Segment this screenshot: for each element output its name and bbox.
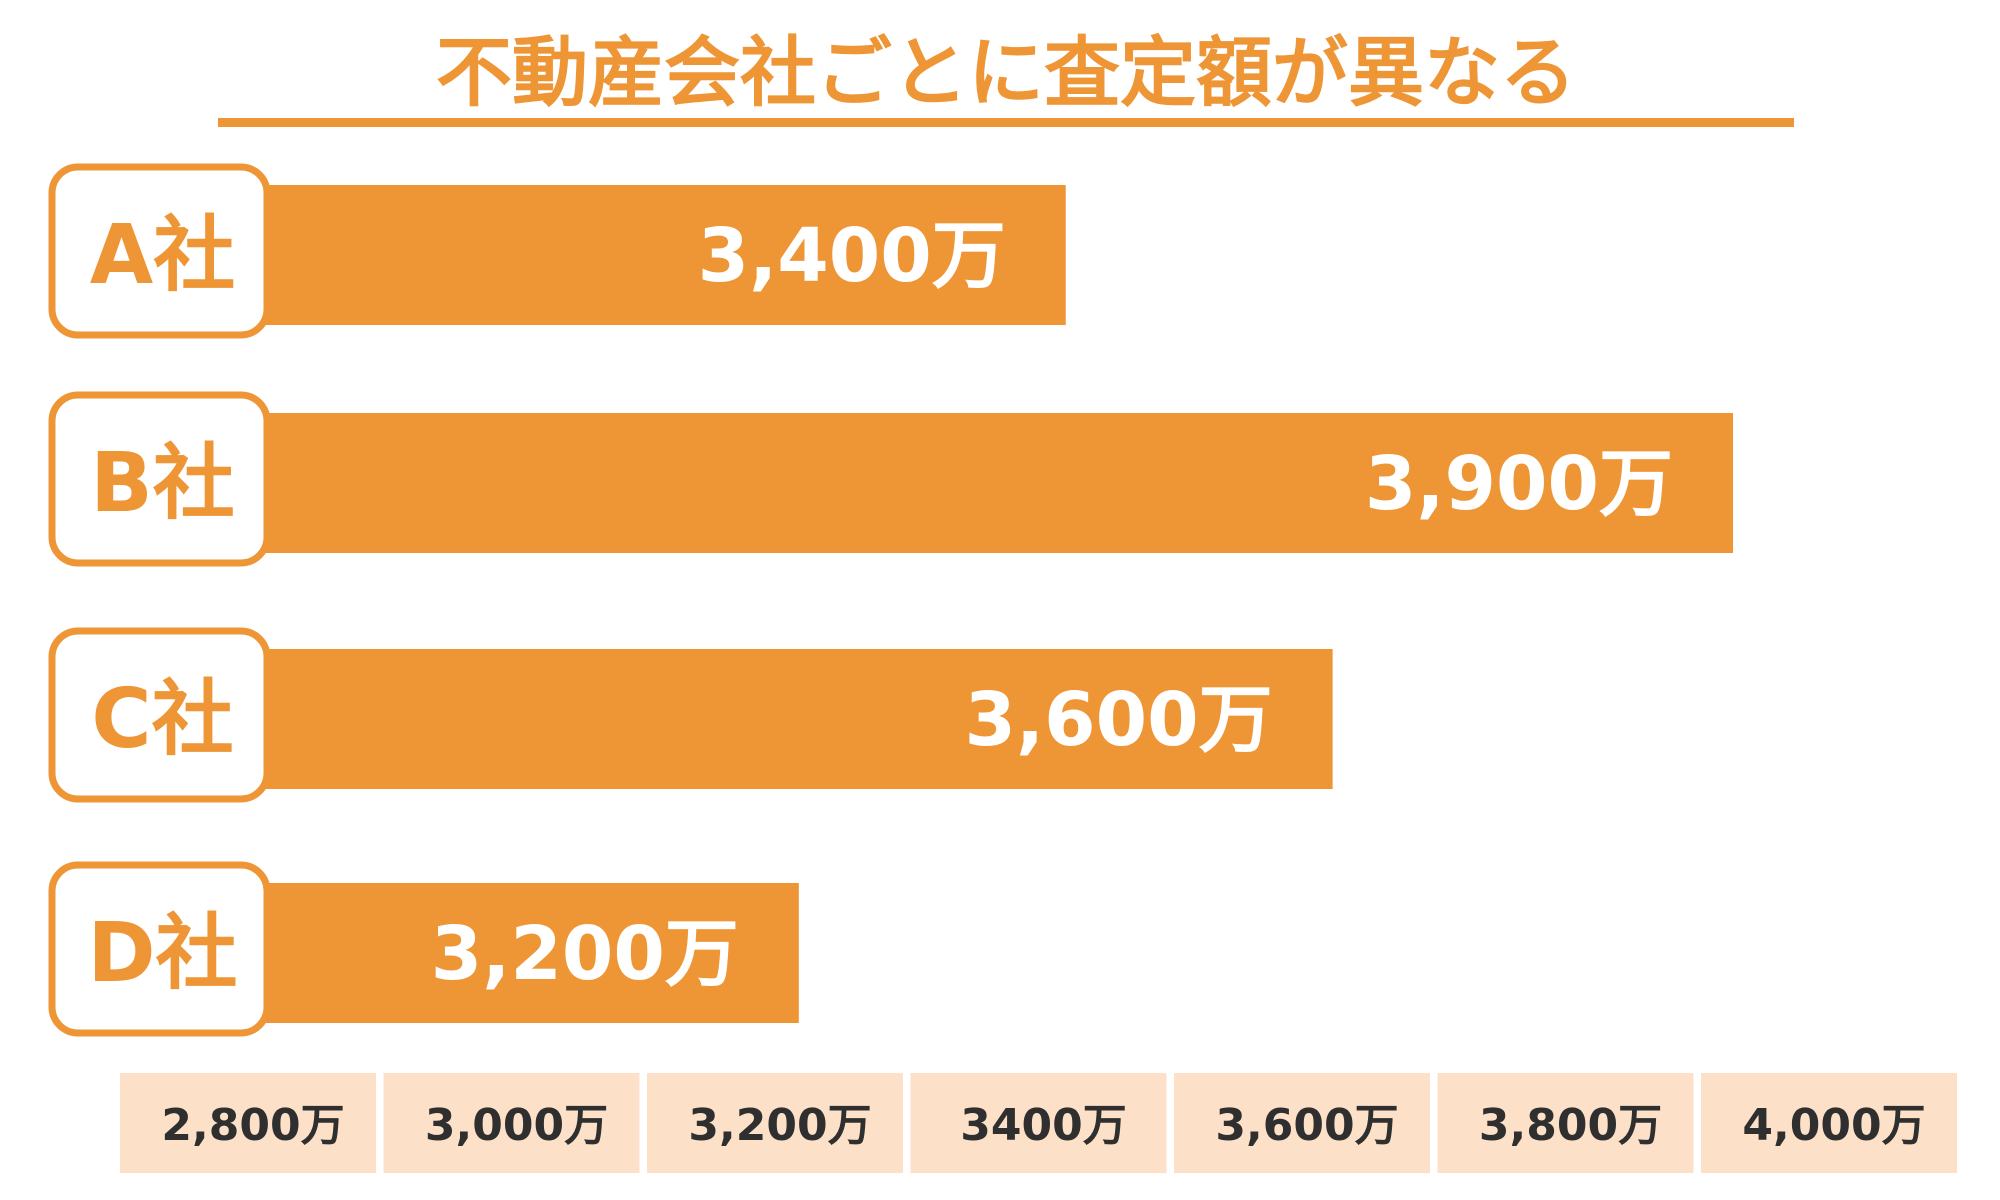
tick-cell-3 — [910, 1073, 1167, 1173]
tick-cell-4 — [1174, 1073, 1430, 1173]
x-axis-ticks: 2,800万 3,000万 3,200万 3400万 3,600万 3,800万 4,000… — [120, 1073, 1957, 1173]
category-label-box-3 — [48, 861, 271, 1037]
tick-cell-1 — [383, 1073, 640, 1173]
tick-label-4: 3,600万 — [1215, 1100, 1398, 1151]
tick-label-6: 4,000万 — [1742, 1100, 1925, 1151]
tick-cell-5 — [1437, 1073, 1694, 1173]
category-label-box-0 — [48, 163, 271, 339]
tick-cell-2 — [647, 1073, 903, 1173]
tick-label-2: 3,200万 — [688, 1100, 871, 1151]
tick-label-1: 3,000万 — [425, 1100, 608, 1151]
value-label-1: 3,900万 — [1365, 441, 1673, 527]
value-label-0: 3,400万 — [698, 213, 1006, 299]
title-underline — [218, 118, 1794, 127]
value-label-3: 3,200万 — [431, 911, 739, 997]
bar-1 — [265, 413, 1733, 553]
category-label-0: A社 — [90, 208, 235, 303]
chart-title: 不動産会社ごとに査定額が異なる — [436, 28, 1576, 117]
category-label-box-2 — [48, 627, 271, 803]
bar-3 — [265, 883, 799, 1023]
category-label-2: C社 — [91, 672, 233, 767]
bar-2 — [265, 649, 1333, 789]
tick-label-3: 3400万 — [960, 1100, 1126, 1151]
category-label-3: D社 — [87, 906, 237, 1001]
tick-label-0: 2,800万 — [161, 1100, 344, 1151]
bar-0 — [265, 185, 1066, 325]
category-label-1: B社 — [90, 436, 235, 531]
tick-cell-0 — [120, 1073, 376, 1173]
category-label-box-1 — [48, 391, 271, 567]
value-label-2: 3,600万 — [965, 677, 1273, 763]
bars: 3,400万 A社 3,900万 B社 3,600万 C社 3,200万 D社 — [48, 163, 1733, 1037]
tick-cell-6 — [1701, 1073, 1957, 1173]
tick-label-5: 3,800万 — [1479, 1100, 1662, 1151]
